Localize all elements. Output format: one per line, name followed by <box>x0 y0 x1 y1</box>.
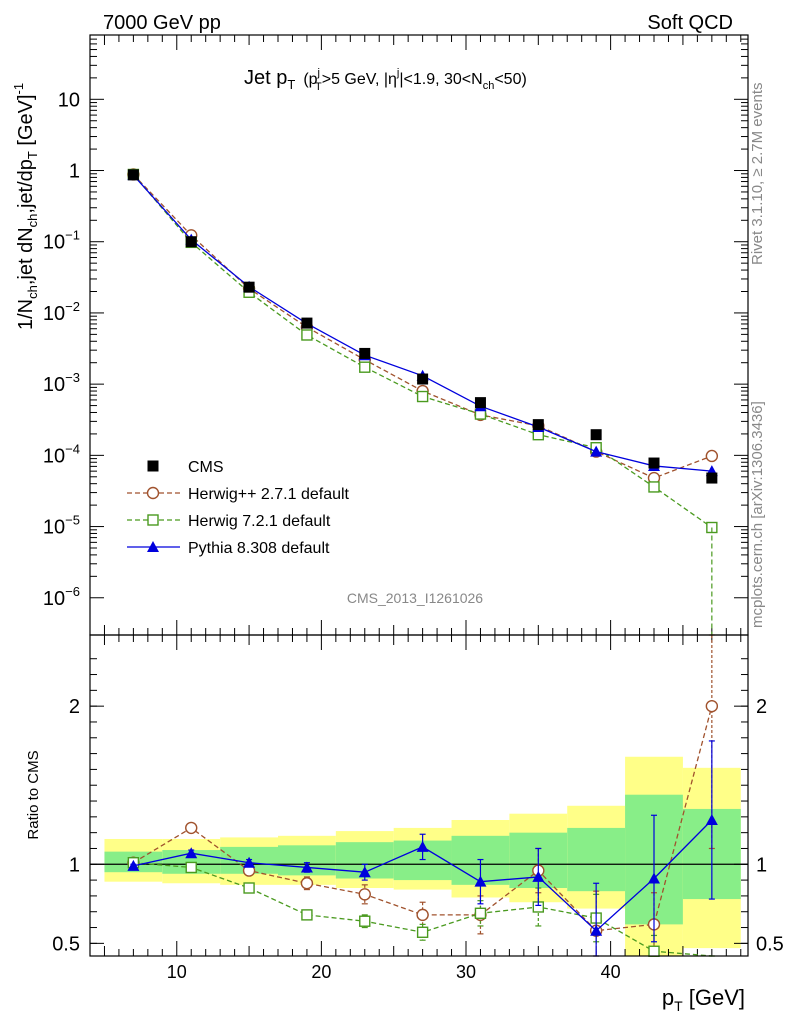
ratio-point <box>416 926 429 938</box>
plot-title: Jet pT (pj T>5 GeV, |ηj|<1.9, 30<Nch<50) <box>244 67 527 93</box>
main-ytick-label: 10−2 <box>43 299 80 325</box>
main-point <box>359 347 371 359</box>
main-series-layer <box>127 168 719 635</box>
ratio-point <box>301 909 313 921</box>
ratio-point <box>185 847 198 859</box>
legend-label: Pythia 8.308 default <box>188 540 330 557</box>
main-point <box>648 481 660 493</box>
main-point <box>417 373 429 385</box>
analysis-watermark: CMS_2013_I1261026 <box>347 590 483 606</box>
ratio-ytick-label-right: 0.5 <box>756 933 784 955</box>
main-panel: 10 1 10−1 10−2 10−3 10−4 10−5 10−6 <box>43 34 748 635</box>
ratio-point <box>590 924 603 936</box>
ratio-ytick-label-left: 0.5 <box>52 933 80 955</box>
ratio-point <box>416 908 429 922</box>
ratio-point <box>474 875 487 887</box>
mcplots-label: mcplots.cern.ch [arXiv:1306.3436] <box>749 401 766 628</box>
main-ytick-label: 1 <box>69 161 80 183</box>
ratio-point <box>243 882 255 894</box>
ratio-xtick-label: 40 <box>601 962 621 982</box>
ratio-point <box>358 888 371 901</box>
main-point <box>127 169 139 181</box>
legend-label: CMS <box>188 459 224 476</box>
main-point <box>359 361 371 373</box>
ratio-point <box>359 915 371 927</box>
ratio-point <box>474 907 487 920</box>
main-ytick-label: 10−6 <box>43 584 80 610</box>
main-ytick-label: 10−3 <box>43 370 80 396</box>
main-series-line <box>132 174 712 472</box>
ratio-point <box>705 814 718 826</box>
ratio-point <box>648 945 660 957</box>
main-point <box>416 390 429 403</box>
main-point <box>590 445 603 457</box>
main-point <box>474 397 486 409</box>
ratio-ytick-label-right: 1 <box>756 854 767 876</box>
ratio-ytick-label-right: 2 <box>756 696 767 718</box>
ratio-series-layer <box>127 634 719 957</box>
ratio-point <box>532 870 545 882</box>
ratio-point <box>705 699 719 713</box>
legend-label: Herwig++ 2.7.1 default <box>188 486 350 503</box>
main-point <box>705 449 719 463</box>
main-point <box>532 419 544 431</box>
xaxis-label: pT [GeV] <box>662 985 745 1014</box>
main-point <box>706 472 718 484</box>
main-ytick-label: 10−1 <box>43 228 80 254</box>
ratio-point <box>300 877 314 890</box>
main-point <box>301 329 313 341</box>
ratio-ytick-label-left: 1 <box>69 854 80 876</box>
main-ylabel: 1/Nch,jet dNch,jet/dpT [GeV]-1 <box>11 83 40 330</box>
main-point <box>185 236 197 248</box>
ratio-band-inner <box>567 827 626 892</box>
main-series-line <box>132 174 713 479</box>
ratio-point <box>185 821 198 835</box>
energy-label: 7000 GeV pp <box>103 12 221 34</box>
main-ytick-label: 10−5 <box>43 513 80 539</box>
ratio-ylabel: Ratio to CMS <box>25 750 42 839</box>
ratio-frame <box>89 634 749 957</box>
ratio-point <box>243 856 256 868</box>
category-label: Soft QCD <box>647 12 733 34</box>
legend: CMS Herwig++ 2.7.1 default Herwig 7.2.1 de… <box>127 459 350 557</box>
ratio-point <box>648 872 660 884</box>
main-point <box>301 317 313 329</box>
ratio-xtick-label: 10 <box>167 962 187 982</box>
main-point <box>648 457 660 469</box>
ratio-point <box>358 866 371 878</box>
ratio-point <box>416 840 429 852</box>
main-point <box>590 429 602 441</box>
ratio-point <box>127 859 140 871</box>
legend-marker <box>147 514 159 526</box>
ratio-xtick-label: 20 <box>311 962 331 982</box>
ratio-point <box>185 861 197 874</box>
legend-marker <box>146 486 160 500</box>
ratio-ytick-label-left: 2 <box>69 696 80 718</box>
rivet-label: Rivet 3.1.10, ≥ 2.7M events <box>749 83 766 266</box>
ratio-xtick-label: 30 <box>456 962 476 982</box>
legend-label: Herwig 7.2.1 default <box>188 513 331 530</box>
main-ytick-label: 10−4 <box>43 441 80 467</box>
legend-marker <box>147 541 159 552</box>
main-ytick-label: 10 <box>58 89 80 111</box>
ratio-point <box>300 861 313 873</box>
legend-marker <box>147 460 159 472</box>
main-point <box>243 281 255 293</box>
